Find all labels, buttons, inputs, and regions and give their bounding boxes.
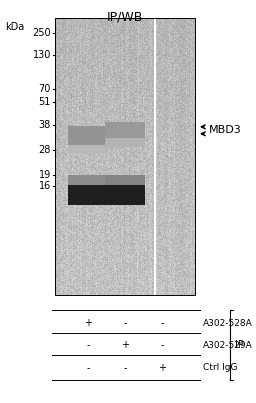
Text: 16: 16 bbox=[39, 181, 51, 191]
Text: A302-528A: A302-528A bbox=[203, 318, 253, 328]
Text: A302-529A: A302-529A bbox=[203, 341, 253, 349]
Text: -: - bbox=[123, 318, 127, 328]
Bar bbox=[105, 138, 145, 147]
Text: MBD3: MBD3 bbox=[209, 125, 242, 135]
Bar bbox=[68, 126, 108, 145]
Bar bbox=[105, 122, 145, 138]
Text: -: - bbox=[123, 363, 127, 373]
Bar bbox=[105, 175, 145, 185]
Bar bbox=[55, 18, 195, 295]
Text: -: - bbox=[160, 318, 164, 328]
Text: 51: 51 bbox=[39, 98, 51, 108]
Text: 19: 19 bbox=[39, 170, 51, 179]
Text: IP/WB: IP/WB bbox=[107, 10, 143, 23]
Bar bbox=[105, 183, 145, 205]
Text: 70: 70 bbox=[39, 84, 51, 93]
Text: +: + bbox=[158, 363, 166, 373]
Text: kDa: kDa bbox=[5, 22, 24, 32]
Text: 130: 130 bbox=[33, 50, 51, 60]
Text: IP: IP bbox=[235, 340, 244, 350]
Text: -: - bbox=[160, 340, 164, 350]
Text: 250: 250 bbox=[32, 28, 51, 38]
Bar bbox=[68, 183, 108, 205]
Bar bbox=[68, 145, 108, 153]
Bar bbox=[68, 175, 108, 185]
Text: -: - bbox=[86, 363, 90, 373]
Text: Ctrl IgG: Ctrl IgG bbox=[203, 364, 238, 372]
Text: -: - bbox=[86, 340, 90, 350]
Text: +: + bbox=[84, 318, 92, 328]
Text: +: + bbox=[121, 340, 129, 350]
Text: 28: 28 bbox=[39, 145, 51, 155]
Text: 38: 38 bbox=[39, 120, 51, 130]
